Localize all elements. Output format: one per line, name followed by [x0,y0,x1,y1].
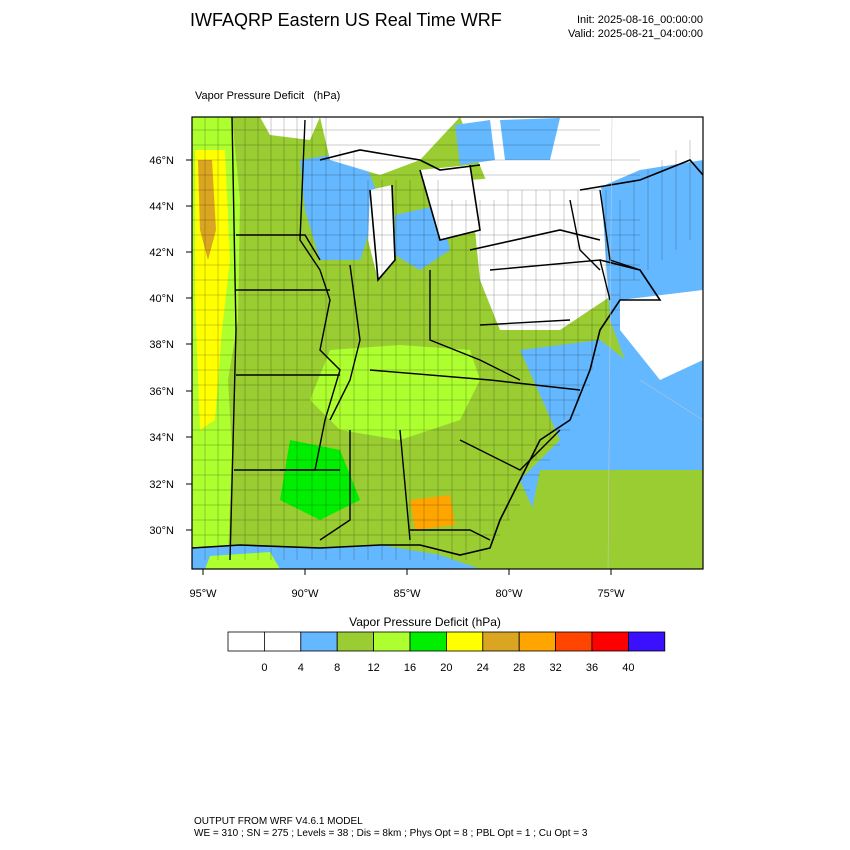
colorbar-box [482,631,520,652]
atlantic-white [620,290,703,380]
lat-label: 44°N [149,201,174,213]
colorbar-box [445,631,484,652]
lat-label: 30°N [149,525,174,537]
lat-label: 46°N [149,155,174,167]
lat-label: 32°N [149,479,174,491]
atlantic-south-green [520,470,703,569]
colorbar-tick-label: 8 [334,662,341,674]
colorbar-tick-label: 0 [261,662,268,674]
lon-label: 75°W [597,588,625,600]
colorbar-box [591,631,629,652]
colorbar-box [555,631,593,652]
lat-label: 34°N [149,432,174,444]
model-info-line2: WE = 310 ; SN = 275 ; Levels = 38 ; Dis … [194,828,588,839]
init-time: Init: 2025-08-16_00:00:00 [577,14,703,26]
lake-michigan [368,185,395,280]
colorbar-box [518,631,557,652]
lat-label: 36°N [149,386,174,398]
canada-moist-patch-2 [500,118,560,160]
map-panel [192,117,703,569]
lat-label: 40°N [149,293,174,305]
lake-superior [320,117,460,175]
field-label: Vapor Pressure Deficit (hPa) [195,90,341,102]
colorbar-box [628,631,666,652]
canada-moist-patch [455,120,495,165]
lon-label: 80°W [495,588,523,600]
graticule [607,117,703,569]
valid-time: Valid: 2025-08-21_04:00:00 [568,28,703,40]
lat-ticks [186,159,192,531]
gulf-dry-patch [205,552,280,569]
colorbar-tick-label: 32 [549,662,562,674]
colorbar-box [336,631,375,652]
colorbar-tick-label: 4 [297,662,304,674]
georgia-hot-zone [410,495,455,530]
colorbar-box [409,631,447,652]
colorbar-box [227,631,265,652]
lat-label: 38°N [149,339,174,351]
colorbar-tick-label: 28 [513,662,526,674]
colorbar-tick-label: 24 [476,662,489,674]
lon-label: 85°W [393,588,421,600]
colorbar-title: Vapor Pressure Deficit (hPa) [349,615,501,629]
colorbar-box [263,631,302,652]
map-frame [191,116,704,570]
colorbar [227,631,666,652]
colorbar-tick-label: 16 [403,662,417,674]
county-grid [192,117,691,560]
colorbar-tick-label: 40 [622,662,635,674]
lon-label: 90°W [291,588,319,600]
lon-ticks [202,569,612,575]
plot-title: IWFAQRP Eastern US Real Time WRF [190,10,502,30]
colorbar-tick-label: 20 [440,662,453,674]
colorbar-tick-label: 36 [585,662,599,674]
colorbar-box [300,631,338,652]
colorbar-box [373,631,411,652]
lat-label: 42°N [149,247,174,259]
coastlines [192,149,703,556]
model-info-line1: OUTPUT FROM WRF V4.6.1 MODEL [194,816,363,827]
colorbar-tick-label: 12 [367,662,380,674]
lon-label: 95°W [189,588,217,600]
